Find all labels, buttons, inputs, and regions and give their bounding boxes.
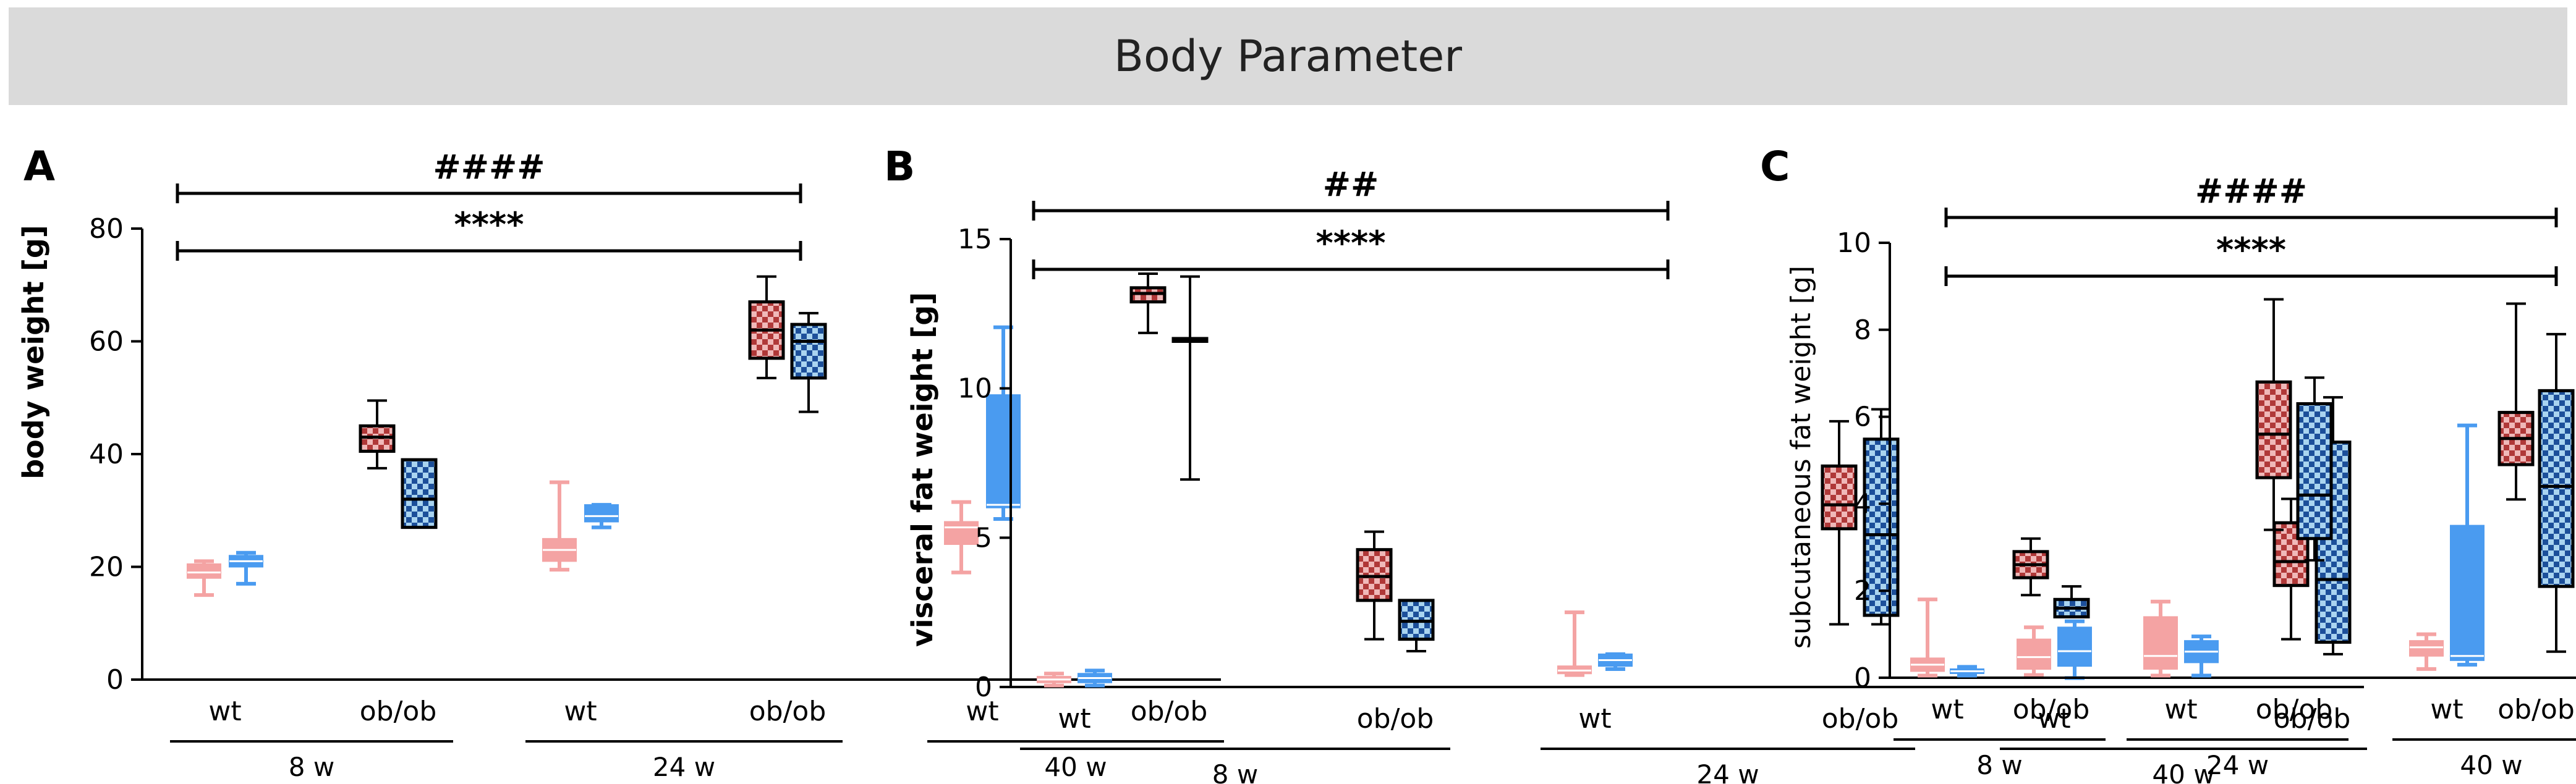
significance-label: ## (1323, 165, 1379, 204)
x-group-label: ob/ob (360, 696, 437, 727)
x-group-label: ob/ob (1357, 703, 1434, 735)
box (986, 394, 1021, 508)
figure-banner: Body Parameter (9, 7, 2567, 105)
y-tick-label: 4 (1854, 488, 1871, 520)
significance-label: **** (2216, 230, 2286, 269)
y-tick-label: 0 (106, 664, 124, 696)
timepoint-label: 40 w (1044, 752, 1107, 782)
x-group-label: ob/ob (1131, 696, 1208, 727)
y-tick-label: 10 (1837, 227, 1871, 259)
plot-marks: 0 20 40 60 80 wt ob/ob wt ob/ob wt ob/ob 8 w 24 w 40 … (89, 148, 1224, 782)
x-group-label: wt (1931, 694, 1963, 725)
box (1821, 464, 1858, 531)
box (944, 521, 979, 545)
box (790, 322, 827, 380)
y-tick-label: 40 (89, 439, 124, 470)
x-group-label: ob/ob (2013, 694, 2090, 725)
y-tick-label: 60 (89, 326, 124, 358)
x-group-label: wt (1578, 703, 1611, 735)
x-group-label: ob/ob (2497, 694, 2575, 725)
timepoint-label: 8 w (289, 752, 334, 782)
y-tick-label: 20 (89, 552, 124, 583)
y-tick-label: 5 (975, 522, 992, 554)
y-tick-label: 15 (958, 224, 992, 255)
x-group-label: wt (2038, 703, 2070, 735)
panel-body-weight: A body weight [g] 0 20 40 60 80 wt ob/ob wt ob/o… (17, 143, 1224, 782)
significance-label: **** (454, 205, 524, 244)
box (2450, 525, 2485, 661)
y-axis-label: subcutaneous fat weight [g] (1785, 266, 1817, 649)
y-tick-label: 2 (1854, 575, 1871, 607)
box (2017, 638, 2051, 670)
box (2409, 640, 2444, 657)
box (1863, 437, 1900, 617)
x-group-label: ob/ob (1822, 703, 1899, 735)
panel-label: B (884, 143, 915, 190)
x-group-label: ob/ob (749, 696, 827, 727)
y-axis-label: visceral fat weight [g] (906, 292, 939, 647)
x-group-label: wt (564, 696, 597, 727)
timepoint-label: 8 w (1976, 750, 2022, 780)
y-tick-label: 6 (1854, 402, 1871, 433)
significance-label: #### (433, 148, 545, 187)
timepoint-label: 24 w (653, 752, 715, 782)
x-group-label: wt (966, 696, 998, 727)
timepoint-label: 24 w (2206, 750, 2269, 780)
box (187, 563, 221, 579)
banner-title: Body Parameter (1113, 31, 1463, 82)
x-group-label: ob/ob (2274, 703, 2351, 735)
box (2538, 389, 2575, 588)
box (2255, 380, 2292, 479)
panel-label: A (23, 143, 55, 190)
y-tick-label: 8 (1854, 314, 1871, 346)
timepoint-label: 40 w (2460, 750, 2522, 780)
significance-label: **** (1316, 224, 1386, 263)
timepoint-label: 8 w (1212, 759, 1258, 784)
x-group-label: ob/ob (2256, 694, 2333, 725)
x-group-label: wt (208, 696, 241, 727)
box (401, 458, 438, 529)
box (584, 504, 619, 523)
y-tick-label: 0 (1854, 662, 1871, 694)
significance-label: #### (2195, 172, 2307, 211)
x-group-label: wt (1058, 703, 1090, 735)
y-tick-label: 10 (958, 373, 992, 405)
y-tick-label: 80 (89, 213, 124, 245)
x-group-label: wt (2430, 694, 2463, 725)
timepoint-label: 40 w (2152, 759, 2214, 784)
x-group-label: wt (2164, 694, 2197, 725)
timepoint-label: 24 w (1696, 759, 1759, 784)
y-tick-label: 0 (975, 672, 992, 703)
y-axis-label: body weight [g] (17, 225, 50, 479)
box (2057, 626, 2092, 667)
box (2296, 402, 2333, 541)
panel-label: C (1760, 143, 1790, 190)
box (2143, 616, 2178, 670)
